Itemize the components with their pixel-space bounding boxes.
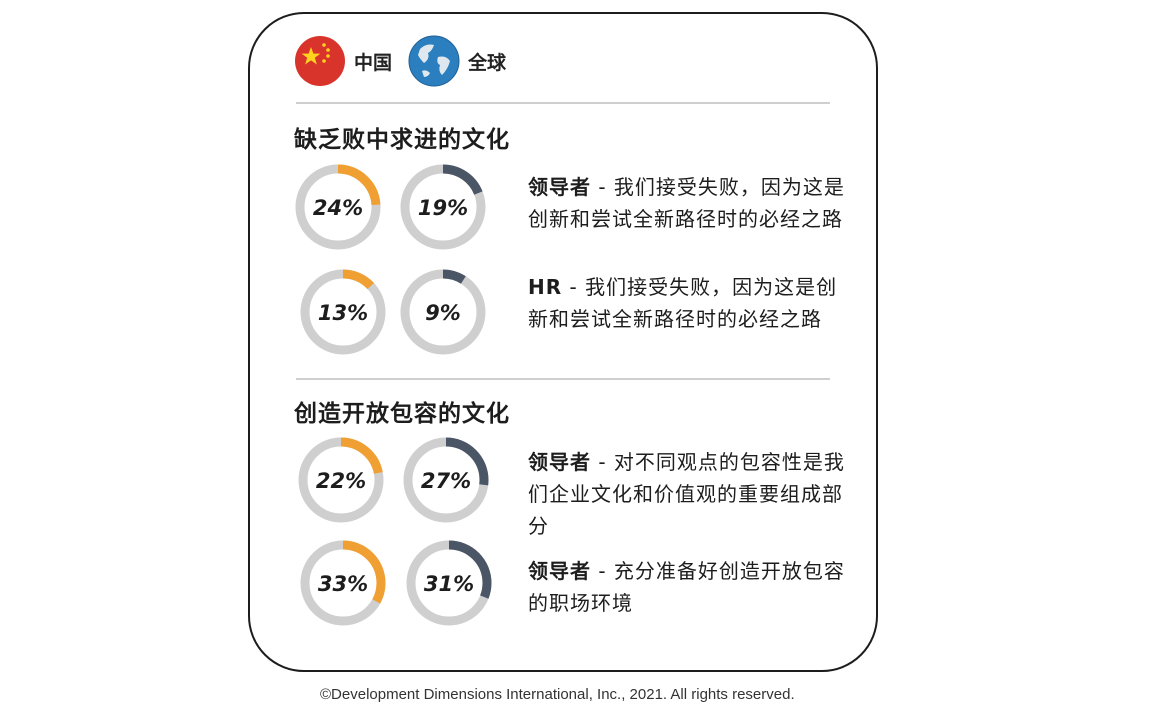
donut-value: 9% [425, 301, 461, 325]
donut-arc [298, 437, 384, 523]
infographic-card [248, 12, 878, 672]
legend: 中国 全球 [294, 35, 522, 87]
donut-china-s1-r2: 13% [300, 269, 386, 355]
donut-value: 33% [318, 572, 368, 596]
desc-role: 领导者 [528, 175, 591, 199]
legend-label-china: 中国 [354, 51, 393, 74]
legend-item-china: 中国 [294, 35, 392, 87]
desc-role: 领导者 [528, 559, 591, 583]
desc-role: HR [528, 275, 563, 299]
donut-arc [400, 269, 486, 355]
desc-s1-r2: HR - 我们接受失败，因为这是创新和尝试全新路径时的必经之路 [528, 271, 848, 335]
china-flag-icon [295, 36, 345, 86]
donut-value: 27% [421, 469, 471, 493]
donut-value: 19% [418, 196, 468, 220]
desc-s2-r2: 领导者 - 充分准备好创造开放包容的职场环境 [528, 555, 848, 619]
donut-china-s1-r1: 24% [295, 164, 381, 250]
donut-arc [295, 164, 381, 250]
section-title-failure: 缺乏败中求进的文化 [294, 127, 510, 153]
donut-global-s2-r2: 31% [406, 540, 492, 626]
donut-global-s1-r2: 9% [400, 269, 486, 355]
donut-china-s2-r1: 22% [298, 437, 384, 523]
donut-value: 24% [313, 196, 363, 220]
copyright-footer: ©Development Dimensions International, I… [320, 686, 795, 703]
desc-text: - 充分准备好创造开放包容的职场环境 [528, 559, 845, 615]
legend-label-global: 全球 [468, 51, 507, 74]
desc-s2-r1: 领导者 - 对不同观点的包容性是我们企业文化和价值观的重要组成部分 [528, 446, 848, 542]
donut-china-s2-r2: 33% [300, 540, 386, 626]
donut-arc [406, 540, 492, 626]
divider-middle [296, 378, 830, 380]
donut-global-s2-r1: 27% [403, 437, 489, 523]
desc-role: 领导者 [528, 450, 591, 474]
desc-text: - 我们接受失败，因为这是创新和尝试全新路径时的必经之路 [528, 175, 845, 231]
globe-icon [408, 35, 460, 87]
donut-value: 22% [316, 469, 366, 493]
desc-text: - 对不同观点的包容性是我们企业文化和价值观的重要组成部分 [528, 450, 845, 538]
donut-value: 31% [424, 572, 474, 596]
legend-item-global: 全球 [408, 35, 506, 87]
divider-top [296, 102, 830, 104]
section-title-inclusion: 创造开放包容的文化 [294, 401, 510, 427]
donut-global-s1-r1: 19% [400, 164, 486, 250]
donut-arc [403, 437, 489, 523]
desc-s1-r1: 领导者 - 我们接受失败，因为这是创新和尝试全新路径时的必经之路 [528, 171, 848, 235]
donut-arc [300, 540, 386, 626]
donut-arc [400, 164, 486, 250]
donut-value: 13% [318, 301, 368, 325]
desc-text: - 我们接受失败，因为这是创新和尝试全新路径时的必经之路 [528, 275, 838, 331]
donut-arc [300, 269, 386, 355]
